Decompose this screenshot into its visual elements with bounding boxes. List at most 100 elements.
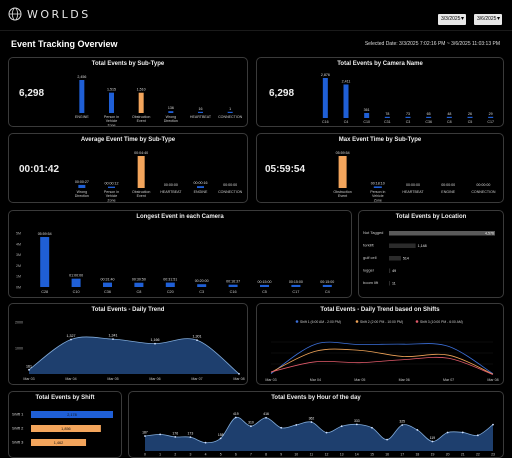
data-point [28,368,30,371]
x-tick-label: Person in [104,115,119,119]
bar [108,186,115,188]
bar [384,116,390,118]
legend-label: Shift 1 (6:00 AM - 2:00 PM) [300,320,341,324]
data-point [250,425,252,428]
data-label: 361 [364,108,370,112]
chart-hourly: 187 0 1 176 2 173 3 4 158 5 419 6 310 7 416 8 9 10 362 11 12… [142,412,495,457]
panel-longest-camera: Longest Event in each Camera 5M 4M 3M 2M 1M 0… [8,210,352,298]
data-label: 416 [263,412,269,416]
data-label: 4,576 [485,231,494,235]
panel-title: Longest Event in each Camera [136,214,224,220]
x-tick-label: 5 [220,453,222,457]
data-label: 00:00:00 [164,183,178,187]
data-point [461,431,464,434]
bar [103,282,112,287]
series-line [270,348,494,375]
x-tick-label: Direction [164,119,178,123]
x-tick-label: 14 [355,453,359,457]
y-tick-label: 5M [16,232,21,236]
bar [389,243,416,248]
x-tick-label: C4 [344,120,349,124]
y-tick-label: 3M [16,253,21,257]
bar [364,112,370,118]
bar [197,186,204,188]
data-point [492,423,494,426]
x-tick-label: C31 [384,120,391,124]
data-point [204,441,207,444]
bar [405,116,411,118]
y-tick-label: boom lift [363,280,379,285]
data-label: 65 [427,112,431,116]
data-label: 325 [399,420,405,424]
selected-date: Selected Date: 3/3/2025 7:02:16 PM ~ 3/6… [364,41,500,47]
x-tick-label: Vehicle [106,194,118,198]
bar [78,184,86,188]
bar [168,111,174,113]
x-tick-label: Mar 07 [443,378,454,382]
data-point [219,437,222,440]
data-label: 48 [447,112,451,116]
kpi-max-time: 05:59:54 [265,164,306,175]
data-label: 00:31:51 [163,278,177,282]
bar [373,186,382,188]
data-label: 187 [142,431,148,435]
start-date-select[interactable]: 3/3/2025 [438,14,466,25]
x-tick-label: C8 [136,290,141,294]
x-tick-label: C3 [406,120,411,124]
data-label: 173 [188,432,194,436]
bar [322,78,328,118]
x-tick-label: CONNECTION [471,190,496,194]
data-point [196,339,198,342]
x-tick-label: 1 [159,453,161,457]
x-tick-label: HEARTBEAT [160,190,182,194]
globe-icon [8,7,22,21]
kpi-avg-time: 00:01:42 [19,164,60,175]
x-tick-label: Mar 05 [354,378,365,382]
y-tick-label: gulf cell [363,255,377,260]
data-label: 514 [403,256,409,260]
bar [446,116,452,118]
x-tick-label: C17 [292,290,299,294]
data-label: 00:15:00 [320,280,334,284]
data-point [416,429,419,431]
panel-shift-trend: Total Events - Daily Trend based on Shif… [256,303,504,385]
page-header: Event Tracking Overview Selected Date: 3… [0,31,512,53]
panel-title: Total Events by Hour of the day [271,395,361,401]
bar [40,237,50,287]
data-point [340,425,343,428]
data-point [144,435,146,437]
bar [389,256,401,261]
bar [79,80,85,113]
data-label: 00:00:12 [105,182,119,186]
bar [291,284,301,287]
data-label: 136 [168,106,174,110]
bar [389,231,495,236]
chart-location: Not Tagged 4,576 forklift 1,148 gulf cell 514… [363,230,495,286]
x-tick-label: C28 [41,290,48,294]
x-tick-label: Mar 03 [265,378,276,382]
x-tick-label: 18 [415,453,419,457]
x-tick-label: Person in [104,190,119,194]
x-tick-label: Mar 08 [233,377,244,381]
x-tick-label: ENGINE [75,115,89,119]
end-date-select[interactable]: 3/6/2025 [474,14,502,25]
x-tick-label: C36 [425,120,432,124]
data-label: 49 [392,269,396,273]
data-label: 1,856 [61,427,71,431]
data-point [265,416,267,419]
chart-shift-trend: Shift 1 (6:00 AM - 2:00 PM) Shift 2 (2:00… [265,320,498,382]
x-tick-label: C5 [262,290,267,294]
app-logo: WORLDS [8,7,91,21]
x-tick-label: CONNECTION [218,115,243,119]
x-tick-label: 0 [144,453,146,457]
panel-title: Total Events by Camera Name [337,61,423,67]
x-tick-label: Mar 08 [487,378,498,382]
panel-total-subtype: Total Events by Sub-Type 6,298 2,456 ENGI… [8,57,248,127]
data-label: 26 [468,112,472,116]
x-tick-label: C3 [199,290,204,294]
panel-title: Max Event Time by Sub-Type [338,137,422,143]
x-tick-label: HEARTBEAT [190,115,212,119]
x-tick-label: 15 [370,453,374,457]
x-tick-label: Event [338,194,347,198]
